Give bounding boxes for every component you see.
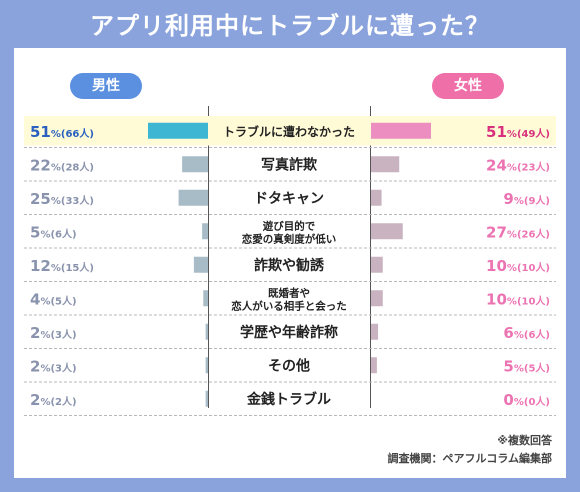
label-female-value: 6%(6人) <box>503 324 550 342</box>
category-label: 写真詐欺 <box>261 156 317 173</box>
bar-female <box>371 290 383 307</box>
label-male-value: 2%(2人) <box>30 391 77 409</box>
bar-female <box>371 156 400 173</box>
footnote: ※複数回答 <box>497 434 552 447</box>
highlight-row <box>24 116 556 146</box>
bar-chart: 51%(66人) 51%(49人) トラブルに遭わなかった 22%(28人) 24%(2… <box>24 116 556 416</box>
category-label: その他 <box>268 357 310 374</box>
category-label: 遊び目的で <box>263 219 316 232</box>
source-credit: 調査機関：ペアフルコラム編集部 <box>387 452 552 465</box>
category-label: 詐欺や勧誘 <box>254 257 325 274</box>
bar-female <box>371 223 403 240</box>
bar-male <box>193 256 208 273</box>
bar-female <box>371 357 377 374</box>
bar-male <box>202 223 208 240</box>
chart-panel: 男性 女性 51%(66人) 51%(49人) トラブルに遭わなかった 22%(28人… <box>14 48 566 478</box>
category-label: 学歴や年齢詐称 <box>240 324 338 341</box>
chart-title: アプリ利用中にトラブルに遭った？ <box>90 12 490 40</box>
label-male-value: 4%(5人) <box>30 290 77 308</box>
bar-male <box>205 323 208 340</box>
bar-male <box>205 390 208 407</box>
bar-male <box>205 357 208 374</box>
bar-male <box>203 290 208 307</box>
label-male-value: 22%(28人) <box>30 156 94 174</box>
legend-female: 女性 <box>432 73 504 99</box>
label-male-value: 25%(33人) <box>30 190 94 208</box>
label-male-value: 2%(3人) <box>30 357 77 375</box>
category-label: 金銭トラブル <box>246 391 331 408</box>
label-female-value: 0%(0人) <box>503 391 550 409</box>
category-label: トラブルに遭わなかった <box>223 124 355 139</box>
bar-male <box>148 122 208 139</box>
label-male-value: 5%(6人) <box>30 223 77 241</box>
label-female-value: 27%(26人) <box>486 223 550 241</box>
center-right-border <box>370 106 371 408</box>
label-female-value: 9%(9人) <box>503 190 550 208</box>
label-female-value: 51%(49人) <box>486 123 550 141</box>
label-female-value: 10%(10人) <box>486 257 550 275</box>
bar-male <box>182 156 208 173</box>
category-label: 恋人がいる相手と会った <box>231 299 347 312</box>
label-female-value: 24%(23人) <box>486 156 550 174</box>
bar-female <box>371 256 383 273</box>
bar-female <box>371 189 382 206</box>
bar-male <box>178 189 208 206</box>
bar-female <box>371 323 379 340</box>
bar-female <box>371 122 431 139</box>
label-male-value: 12%(15人) <box>30 257 94 275</box>
category-label: ドタキャン <box>254 191 324 207</box>
legend-male: 男性 <box>70 73 142 99</box>
label-male-value: 51%(66人) <box>30 123 94 141</box>
center-left-border <box>208 106 209 408</box>
label-female-value: 10%(10人) <box>486 290 550 308</box>
label-male-value: 2%(3人) <box>30 324 77 342</box>
category-label: 既婚者や <box>268 286 310 299</box>
label-female-value: 5%(5人) <box>503 357 550 375</box>
category-label: 恋愛の真剣度が低い <box>242 232 337 245</box>
